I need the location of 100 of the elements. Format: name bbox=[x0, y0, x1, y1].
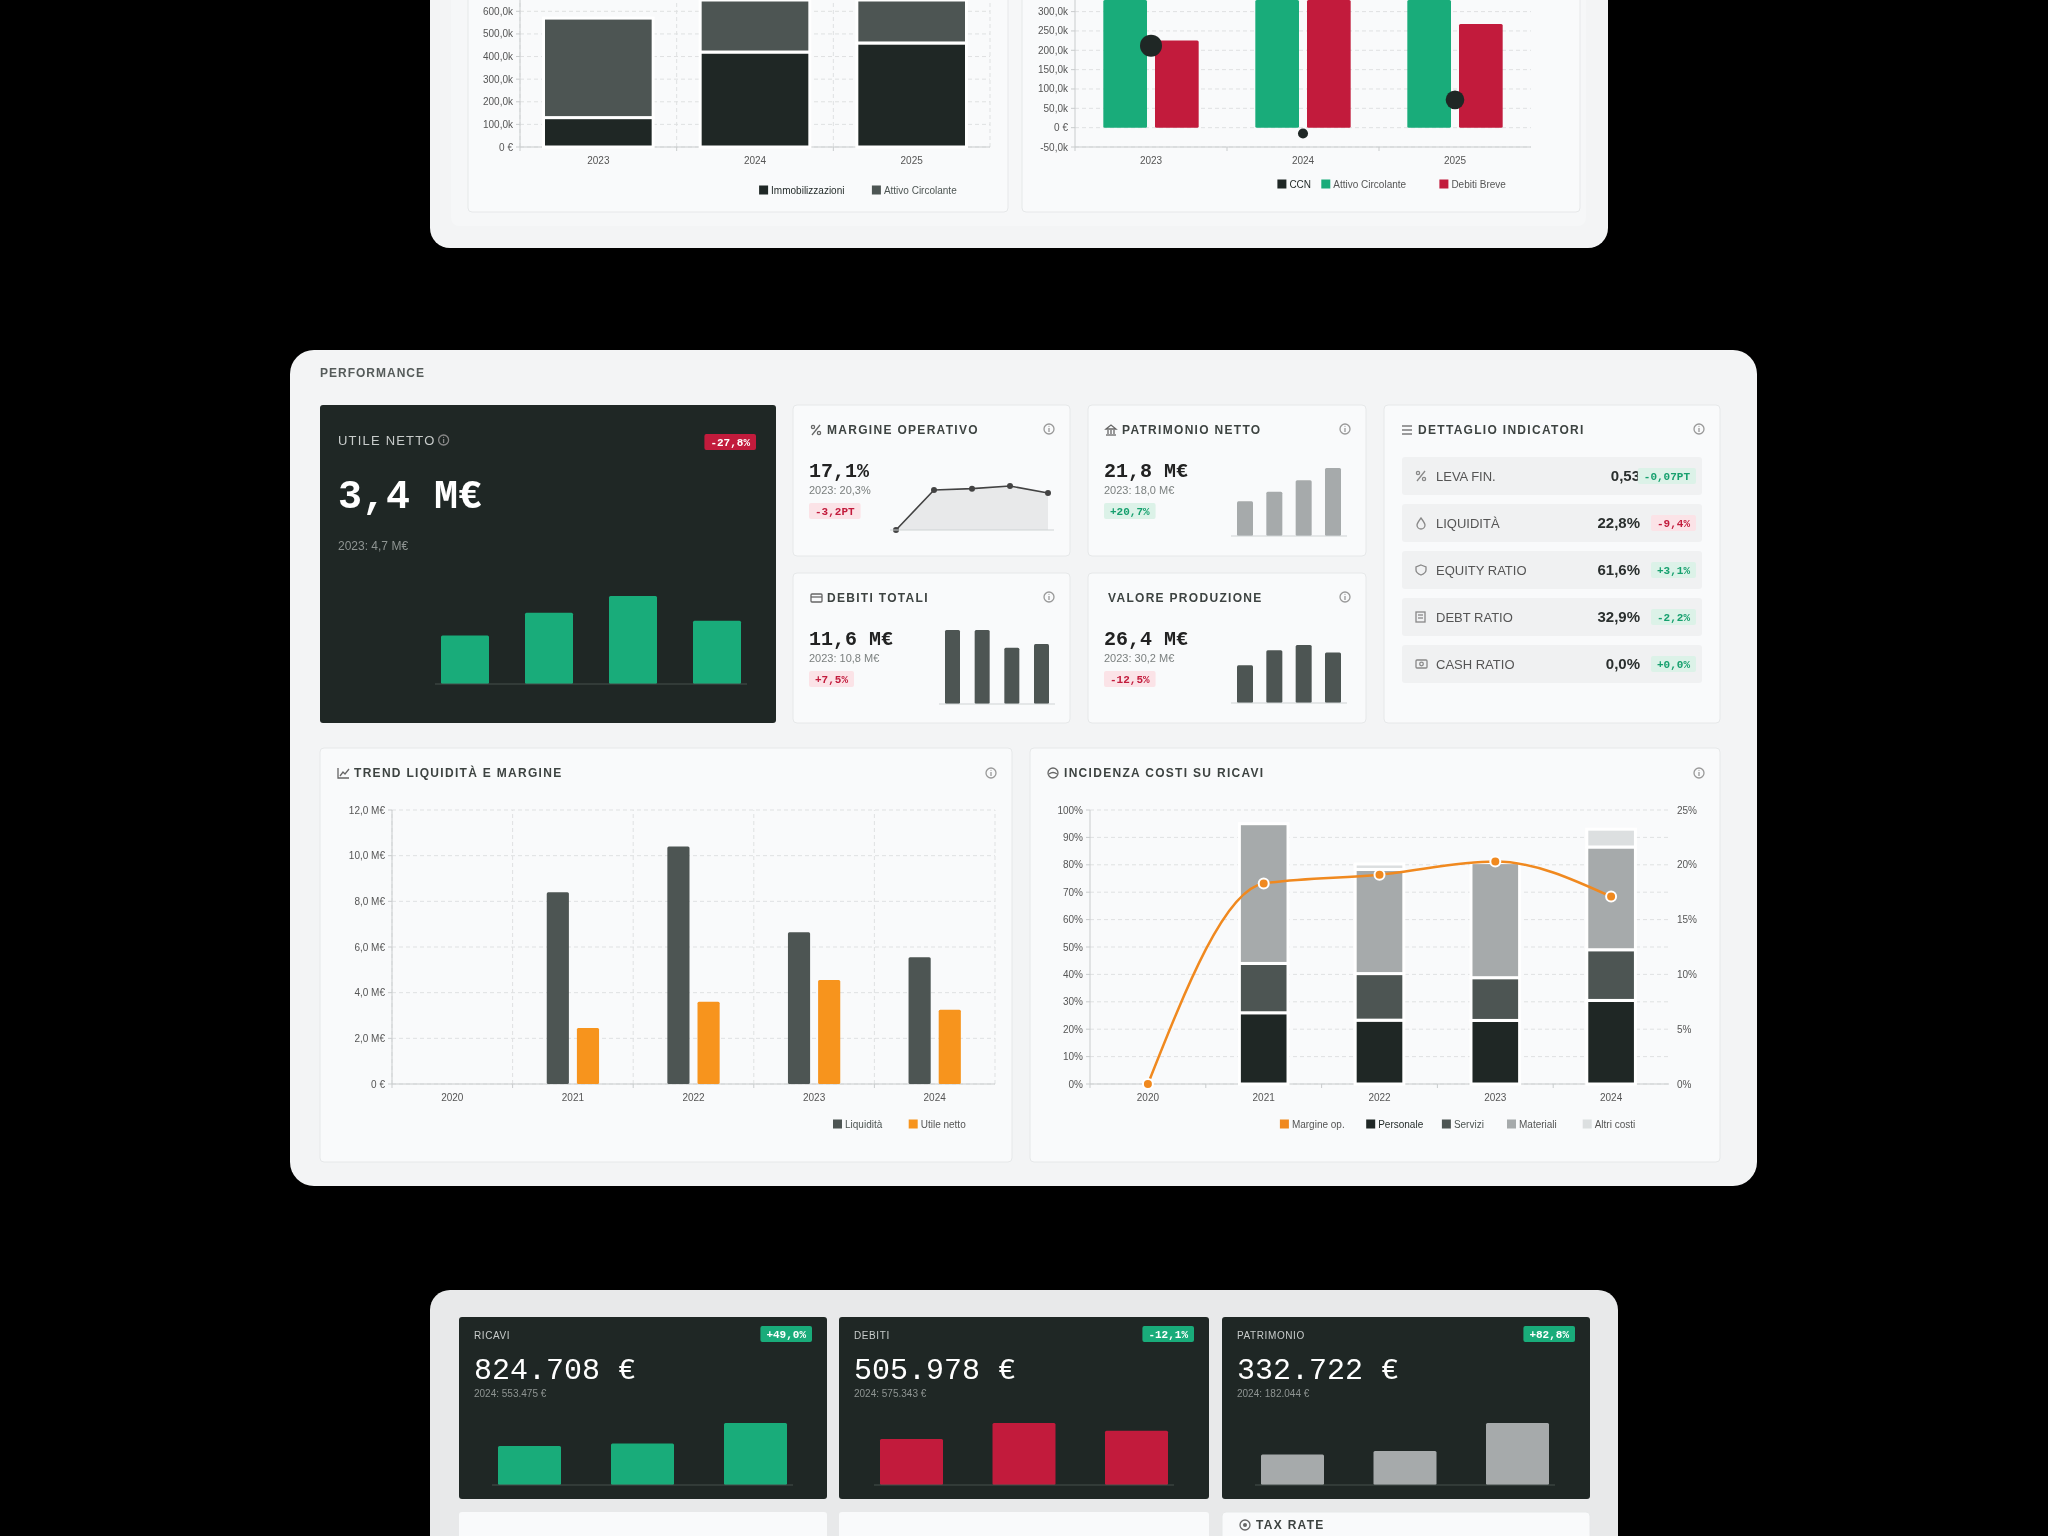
text: 2023: 4,7 M€ bbox=[338, 539, 409, 553]
chart-title: PATRIMONIO NETTO bbox=[1122, 423, 1262, 437]
text: 2023: 30,2 M€ bbox=[1104, 652, 1175, 664]
y-tick-label: 200,0k bbox=[482, 96, 514, 108]
y-tick-label: 150,0k bbox=[1037, 64, 1069, 76]
tag: +7,5% bbox=[809, 671, 854, 687]
y-tick-label: 600,0k bbox=[482, 5, 514, 17]
tag: -9,4% bbox=[1651, 515, 1696, 531]
chart-title: INCIDENZA COSTI SU RICAVI bbox=[1064, 766, 1265, 780]
text: LIQUIDITÀ bbox=[1436, 516, 1500, 531]
y-tick-label: 500,0k bbox=[482, 28, 514, 40]
legend-label: Debiti Breve bbox=[1451, 179, 1507, 190]
y2-tick-label: 10% bbox=[1677, 968, 1698, 980]
chart-title: PATRIMONIO bbox=[1237, 1330, 1305, 1341]
x-tick-label: 2022 bbox=[1368, 1092, 1392, 1103]
x-tick-label: 2024 bbox=[1291, 155, 1315, 166]
y-tick-label: 0 € bbox=[1054, 122, 1069, 134]
text: 0,0% bbox=[1605, 655, 1640, 672]
text: 2024: 553.475 € bbox=[474, 1388, 547, 1399]
chart-subtitle: PERFORMANCE bbox=[320, 366, 426, 380]
legend-label: Altri costi bbox=[1594, 1119, 1636, 1130]
x-tick-label: 2023 bbox=[587, 155, 610, 166]
y-tick-label: 80% bbox=[1062, 859, 1084, 871]
y-tick-label: 10,0 M€ bbox=[348, 850, 386, 862]
tag: -3,2PT bbox=[809, 503, 861, 519]
text: DEBT RATIO bbox=[1436, 610, 1513, 625]
y2-tick-label: 20% bbox=[1677, 859, 1698, 871]
x-tick-label: 2025 bbox=[1443, 155, 1467, 166]
y-tick-label: 6,0 M€ bbox=[354, 941, 386, 953]
x-tick-label: 2022 bbox=[682, 1092, 706, 1103]
text: Immobilizzazioni bbox=[771, 185, 845, 196]
y-tick-label: 70% bbox=[1062, 886, 1084, 898]
text: 2023: 10,8 M€ bbox=[809, 652, 880, 664]
y-tick-label: 50% bbox=[1062, 941, 1084, 953]
legend-label: Liquidità bbox=[845, 1119, 883, 1130]
y-tick-label: 30% bbox=[1062, 996, 1084, 1008]
y-tick-label: 12,0 M€ bbox=[348, 804, 386, 816]
y2-tick-label: 15% bbox=[1677, 914, 1698, 926]
tag: +49,0% bbox=[760, 1326, 812, 1342]
text: 17,1% bbox=[809, 460, 871, 483]
legend-label: Attivo Circolante bbox=[1333, 179, 1407, 190]
y2-tick-label: 5% bbox=[1677, 1023, 1692, 1035]
y2-tick-label: 0% bbox=[1677, 1078, 1692, 1090]
y-tick-label: 10% bbox=[1062, 1051, 1084, 1063]
tag: -27,8% bbox=[704, 434, 756, 450]
x-tick-label: 2023 bbox=[1484, 1092, 1507, 1103]
text: 2023: 18,0 M€ bbox=[1104, 484, 1175, 496]
text: CASH RATIO bbox=[1436, 657, 1515, 672]
legend-label: Attivo Circolante bbox=[883, 185, 958, 196]
text: 32,9% bbox=[1597, 608, 1640, 625]
tag: -12,1% bbox=[1142, 1326, 1194, 1342]
legend-label: CCN bbox=[1289, 179, 1312, 190]
x-tick-label: 2020 bbox=[441, 1092, 464, 1103]
text: EQUITY RATIO bbox=[1436, 563, 1527, 578]
text: 21,8 M€ bbox=[1104, 460, 1189, 483]
text: 26,4 M€ bbox=[1104, 628, 1189, 651]
text: LEVA FIN. bbox=[1436, 469, 1496, 484]
legend-label: Margine op. bbox=[1291, 1119, 1345, 1130]
tag: +0,0% bbox=[1651, 656, 1696, 672]
x-tick-label: 2023 bbox=[1139, 155, 1163, 166]
y-tick-label: 60% bbox=[1062, 914, 1084, 926]
chart-title: MARGINE OPERATIVO bbox=[827, 423, 979, 437]
text: 2024: 182.044 € bbox=[1237, 1388, 1310, 1399]
y-tick-label: 0 € bbox=[499, 141, 514, 153]
y-tick-label: 250,0k bbox=[1037, 25, 1069, 37]
y-tick-label: 2,0 M€ bbox=[354, 1032, 386, 1044]
chart-title: UTILE NETTO bbox=[338, 433, 436, 448]
text: 332.722 € bbox=[1237, 1354, 1400, 1388]
legend-label: Materiali bbox=[1519, 1119, 1557, 1130]
chart-title: DEBITI bbox=[854, 1330, 890, 1341]
y-tick-label: 300,0k bbox=[1037, 6, 1069, 18]
y-tick-label: 100% bbox=[1057, 804, 1084, 816]
y-tick-label: 300,0k bbox=[482, 73, 514, 85]
tag: +3,1% bbox=[1651, 562, 1696, 578]
y-tick-label: 90% bbox=[1062, 831, 1084, 843]
y-tick-label: 20% bbox=[1062, 1023, 1084, 1035]
y-tick-label: 50,0k bbox=[1043, 102, 1069, 114]
text: 3,4 M€ bbox=[338, 475, 483, 520]
x-tick-label: 2020 bbox=[1136, 1092, 1160, 1103]
y-tick-label: 8,0 M€ bbox=[354, 895, 386, 907]
text: DETTAGLIO INDICATORI bbox=[1418, 423, 1585, 437]
tag: -0,07PT bbox=[1637, 468, 1696, 484]
x-tick-label: 2024 bbox=[1599, 1092, 1623, 1103]
y-tick-label: 40% bbox=[1062, 968, 1084, 980]
y-tick-label: 0 € bbox=[371, 1078, 386, 1090]
tag: -12,5% bbox=[1104, 671, 1156, 687]
legend-label: Utile netto bbox=[920, 1119, 967, 1130]
text: TAX RATE bbox=[1256, 1518, 1325, 1532]
tag: -2,2% bbox=[1651, 609, 1696, 625]
y-tick-label: 200,0k bbox=[1037, 44, 1069, 56]
text: 22,8% bbox=[1597, 514, 1640, 531]
y-tick-label: 100,0k bbox=[482, 118, 514, 130]
chart-title: VALORE PRODUZIONE bbox=[1108, 591, 1263, 605]
text: 2024: 575.343 € bbox=[854, 1388, 927, 1399]
chart-title: TREND LIQUIDITÀ E MARGINE bbox=[354, 765, 563, 780]
tag: +82,8% bbox=[1523, 1326, 1575, 1342]
x-tick-label: 2021 bbox=[1252, 1092, 1276, 1103]
y-tick-label: 0% bbox=[1068, 1078, 1084, 1090]
y-tick-label: -50,0k bbox=[1040, 141, 1069, 153]
y-tick-label: 100,0k bbox=[1037, 83, 1069, 95]
